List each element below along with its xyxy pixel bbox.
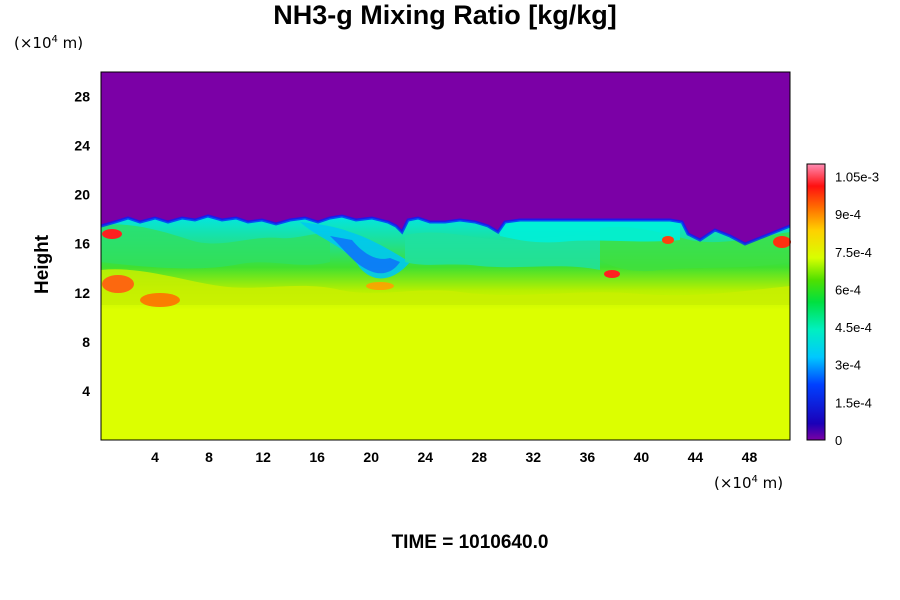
colorbar-tick-label: 4.5e-4 <box>835 320 872 335</box>
colorbar-tick-label: 3e-4 <box>835 358 861 373</box>
y-tick-label: 28 <box>74 89 90 105</box>
plot-frame <box>100 71 791 441</box>
colorbar-tick-label: 1.05e-3 <box>835 170 879 185</box>
chart-title: NH3-g Mixing Ratio [kg/kg] <box>273 0 617 30</box>
y-tick-label: 16 <box>74 236 90 252</box>
colorbar-ticks: 0 1.5e-4 3e-4 4.5e-4 6e-4 7.5e-4 9e-4 1.05e-3 <box>835 170 879 448</box>
x-tick-label: 12 <box>255 449 271 465</box>
time-label: TIME = 1010640.0 <box>391 532 549 553</box>
colorbar-tick-label: 1.5e-4 <box>835 395 872 410</box>
x-tick-label: 48 <box>742 449 758 465</box>
y-tick-label: 24 <box>74 138 90 154</box>
y-tick-label: 12 <box>74 285 90 301</box>
x-axis-unit: (×104 m) <box>714 474 784 492</box>
y-tick-label: 8 <box>82 334 90 350</box>
x-tick-label: 44 <box>688 449 704 465</box>
turbulent-features <box>101 222 791 307</box>
x-tick-label: 32 <box>526 449 542 465</box>
x-tick-label: 36 <box>580 449 596 465</box>
y-axis-ticks: 4 8 12 16 20 24 28 <box>74 89 90 399</box>
x-tick-label: 20 <box>363 449 379 465</box>
x-tick-label: 28 <box>471 449 487 465</box>
colorbar-tick-label: 6e-4 <box>835 282 861 297</box>
x-tick-label: 40 <box>634 449 650 465</box>
x-tick-label: 8 <box>205 449 213 465</box>
x-axis-ticks: 4 8 12 16 20 24 28 32 36 40 44 48 <box>151 449 757 465</box>
x-tick-label: 16 <box>309 449 325 465</box>
colorbar-tick-label: 7.5e-4 <box>835 245 872 260</box>
colorbar-tick-label: 0 <box>835 433 842 448</box>
upper-layer <box>101 72 790 244</box>
interface-edge <box>100 214 791 246</box>
x-tick-label: 4 <box>151 449 159 465</box>
lower-layer <box>101 290 790 440</box>
y-tick-label: 4 <box>82 383 90 399</box>
colorbar <box>806 163 826 441</box>
colorbar-tick-label: 9e-4 <box>835 207 861 222</box>
y-axis-unit: (×104 m) <box>14 34 84 52</box>
x-tick-label: 24 <box>417 449 433 465</box>
y-tick-label: 20 <box>74 187 90 203</box>
